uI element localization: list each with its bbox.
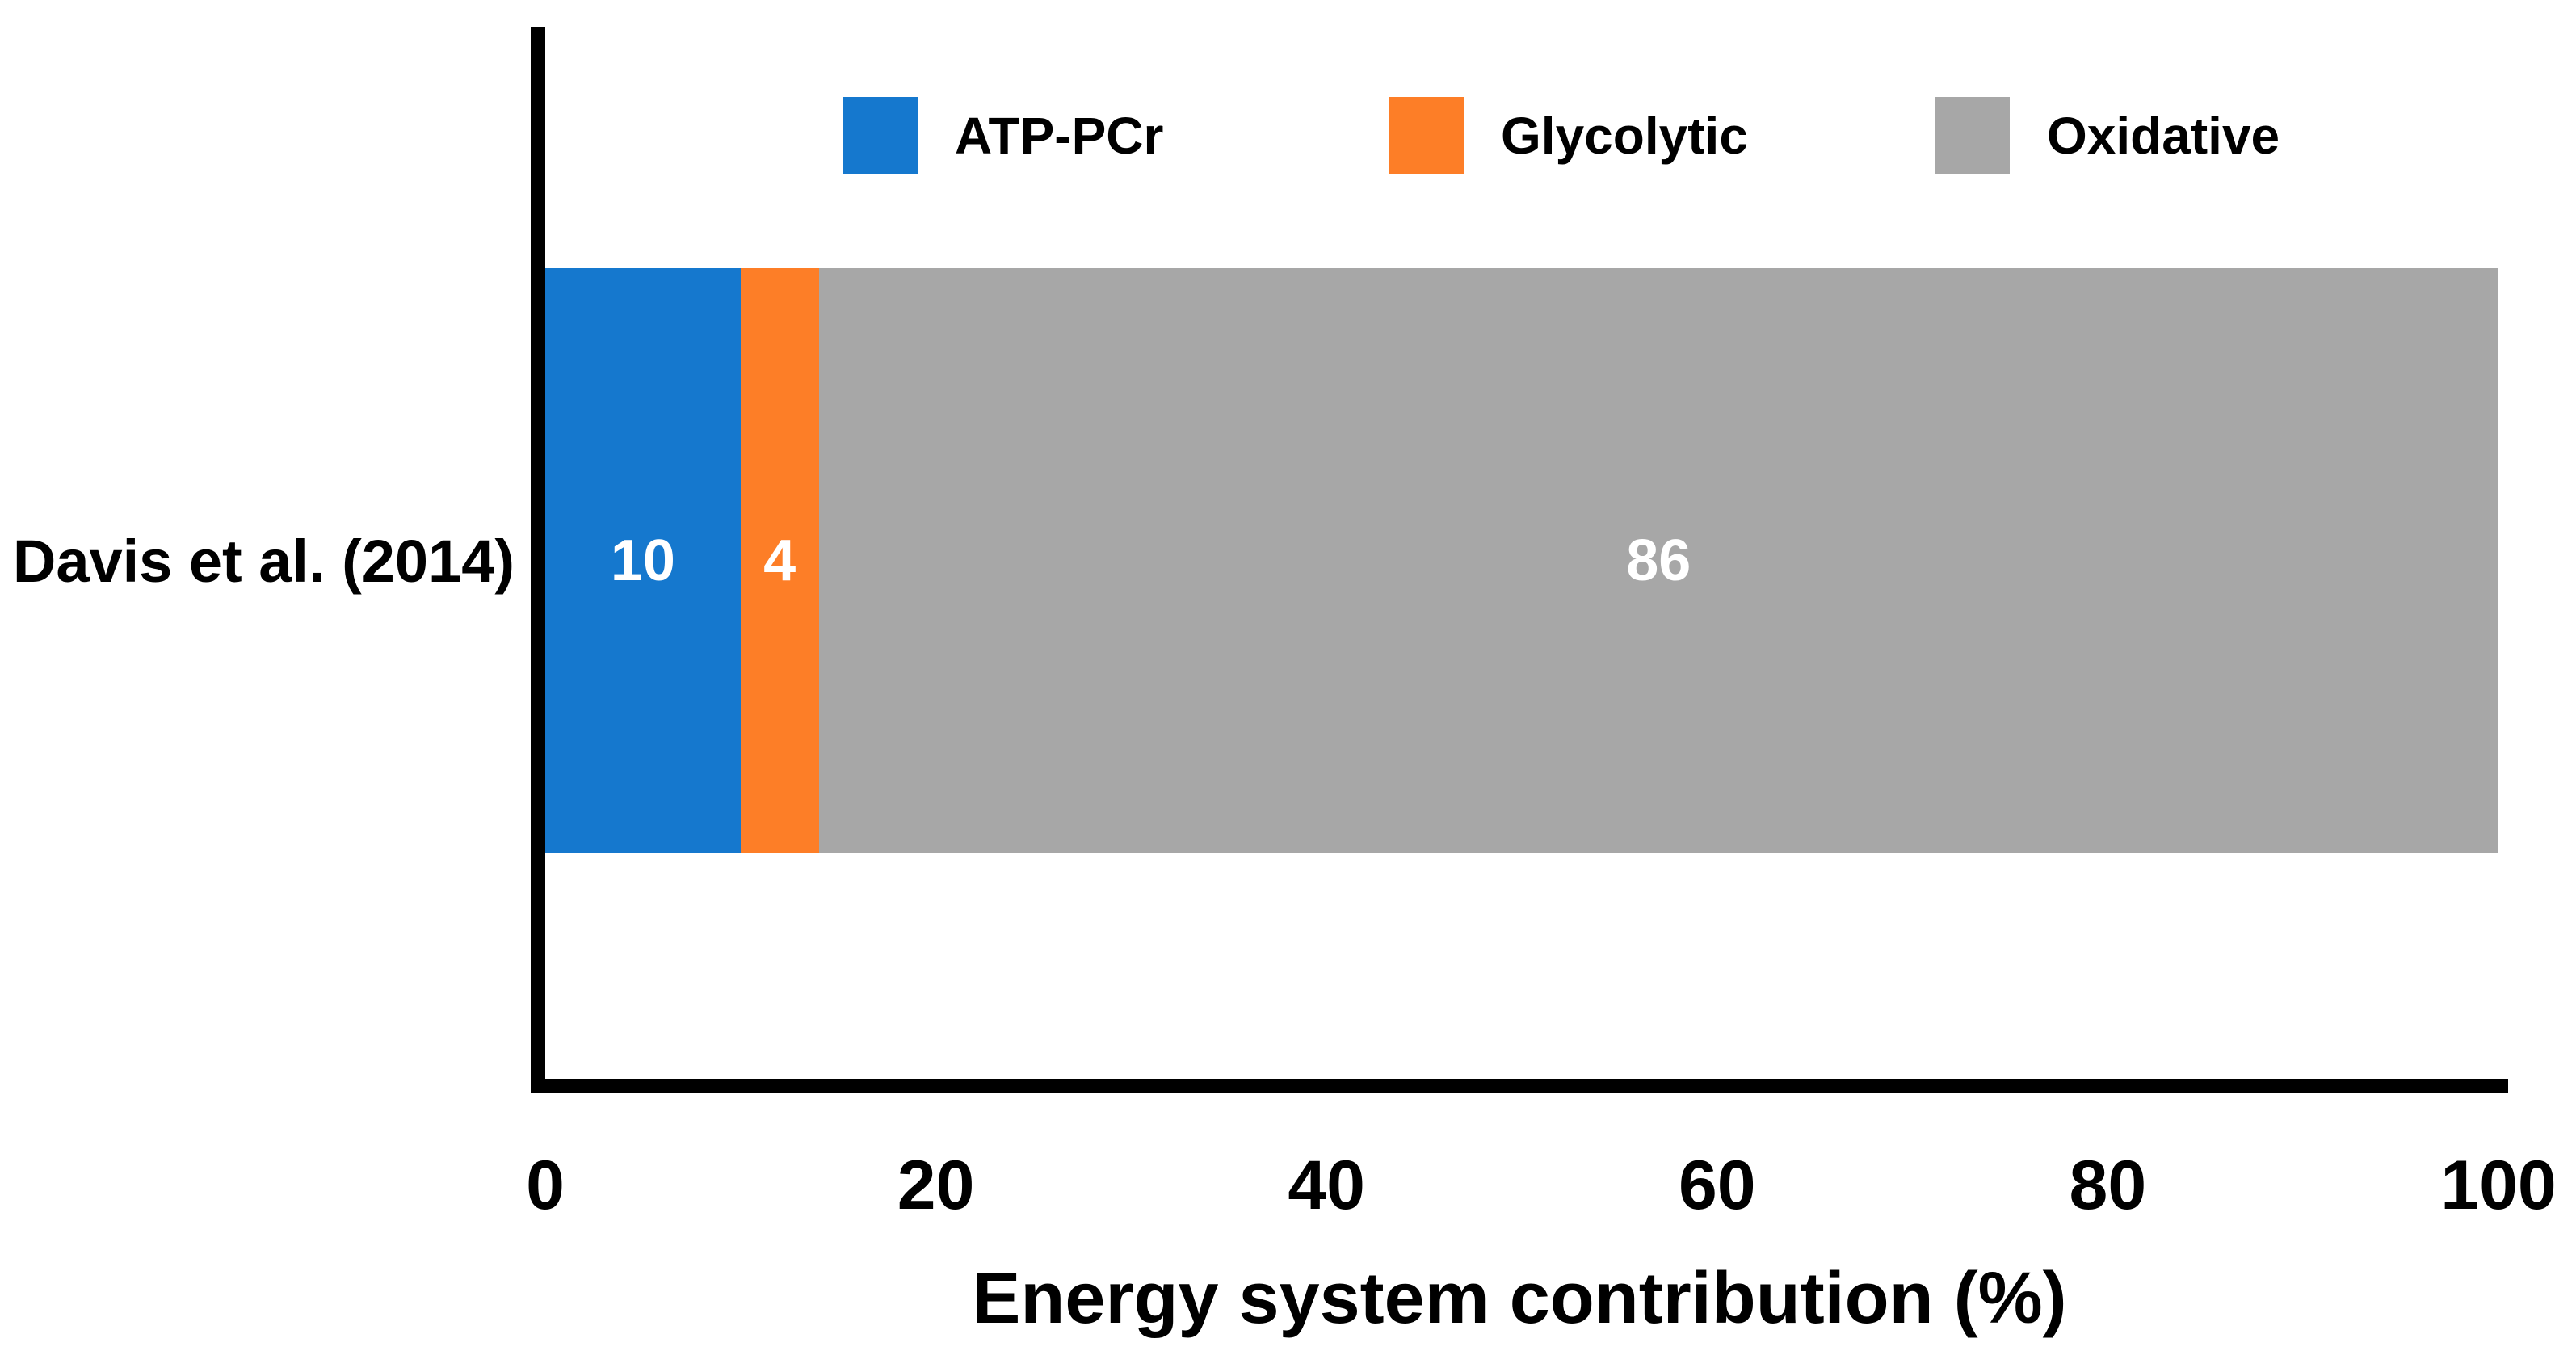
value-label-atp-pcr: 10 — [610, 528, 675, 593]
x-tick-label-80: 80 — [2069, 1147, 2147, 1224]
value-label-oxidative: 86 — [1626, 528, 1691, 593]
legend-label-glycolytic: Glycolytic — [1501, 106, 1748, 165]
legend-item-oxidative: Oxidative — [1935, 97, 2280, 174]
legend-swatch-oxidative — [1935, 97, 2010, 174]
legend-label-oxidative: Oxidative — [2047, 106, 2280, 165]
x-tick-label-20: 20 — [897, 1147, 975, 1224]
value-label-glycolytic: 4 — [763, 528, 796, 593]
bar-segment-oxidative: 86 — [818, 268, 2498, 853]
x-tick-label-60: 60 — [1678, 1147, 1756, 1224]
legend: ATP-PCr Glycolytic Oxidative — [0, 97, 2576, 174]
legend-item-atp-pcr: ATP-PCr — [843, 97, 1163, 174]
legend-swatch-glycolytic — [1389, 97, 1464, 174]
x-tick-label-0: 0 — [526, 1147, 565, 1224]
x-axis-title: Energy system contribution (%) — [972, 1258, 2067, 1339]
x-axis-line — [531, 1079, 2508, 1093]
bar-segment-glycolytic: 4 — [740, 268, 819, 853]
stacked-bar: 10 4 86 — [545, 268, 2498, 853]
x-tick-label-40: 40 — [1288, 1147, 1366, 1224]
x-tick-label-100: 100 — [2440, 1147, 2557, 1224]
legend-label-atp-pcr: ATP-PCr — [955, 106, 1164, 165]
category-label: Davis et al. (2014) — [12, 527, 515, 595]
bar-segment-atp-pcr: 10 — [545, 268, 741, 853]
y-axis-line — [531, 27, 545, 1093]
legend-swatch-atp-pcr — [843, 97, 918, 174]
legend-item-glycolytic: Glycolytic — [1389, 97, 1748, 174]
